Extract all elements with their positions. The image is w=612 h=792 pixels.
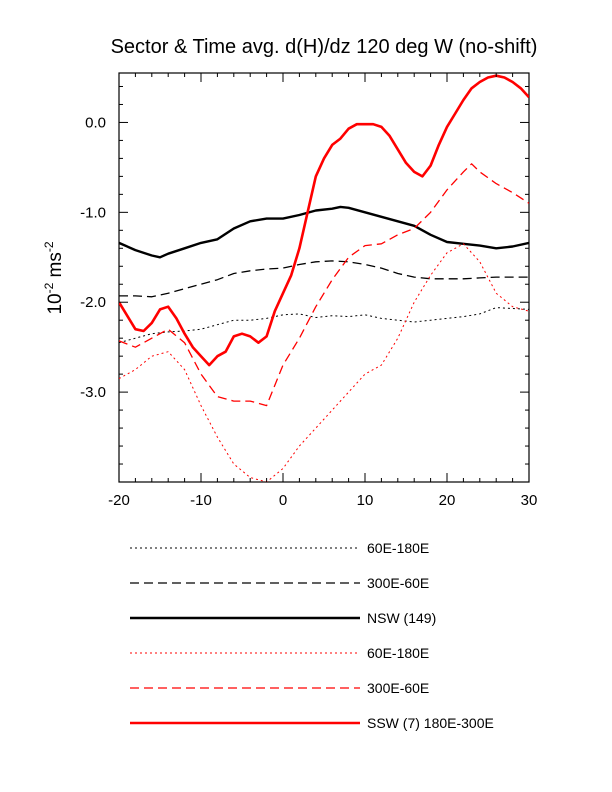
svg-text:10-2 ms-2: 10-2 ms-2 bbox=[42, 241, 66, 314]
ylabel-unit: ms bbox=[45, 252, 66, 283]
legend: 60E-180E 300E-60E NSW (149) 60E-180E 300E-60… bbox=[130, 540, 494, 731]
legend-label-5: 300E-60E bbox=[367, 680, 429, 696]
y-axis-label: 10-2 ms-2 bbox=[42, 241, 66, 314]
legend-label-1: 60E-180E bbox=[367, 540, 429, 556]
ylabel-base: 10 bbox=[45, 293, 66, 314]
y-tick-label: 0.0 bbox=[85, 114, 106, 131]
x-tick-label: 20 bbox=[439, 492, 456, 509]
ylabel-exponent-1: -2 bbox=[42, 282, 56, 293]
ylabel-exponent-2: -2 bbox=[42, 241, 56, 252]
y-tick-label: -2.0 bbox=[80, 294, 106, 311]
legend-label-4: 60E-180E bbox=[367, 645, 429, 661]
legend-label-3: NSW (149) bbox=[367, 610, 436, 626]
chart-title: Sector & Time avg. d(H)/dz 120 deg W (no… bbox=[111, 36, 538, 58]
x-tick-label: -20 bbox=[108, 492, 130, 509]
series-line-6 bbox=[119, 74, 529, 367]
plot-area: -20 -10 0 10 20 30 -3.0 -2.0 -1.0 0.0 bbox=[80, 72, 537, 509]
x-tick-label: 30 bbox=[521, 492, 538, 509]
y-tick-label: -1.0 bbox=[80, 204, 106, 221]
series-line-3 bbox=[119, 205, 529, 259]
y-tick-label: -3.0 bbox=[80, 384, 106, 401]
x-tick-label: -10 bbox=[190, 492, 212, 509]
series-layer bbox=[119, 74, 529, 482]
legend-label-2: 300E-60E bbox=[367, 575, 429, 591]
series-line-2 bbox=[119, 260, 529, 298]
plot-frame bbox=[118, 72, 530, 483]
series-line-1 bbox=[119, 307, 529, 344]
series-line-4 bbox=[119, 243, 529, 482]
series-line-5 bbox=[119, 163, 529, 407]
ticks-layer: -20 -10 0 10 20 30 -3.0 -2.0 -1.0 0.0 bbox=[80, 73, 537, 509]
legend-label-6: SSW (7) 180E-300E bbox=[367, 715, 494, 731]
x-tick-label: 0 bbox=[279, 492, 287, 509]
x-tick-label: 10 bbox=[357, 492, 374, 509]
